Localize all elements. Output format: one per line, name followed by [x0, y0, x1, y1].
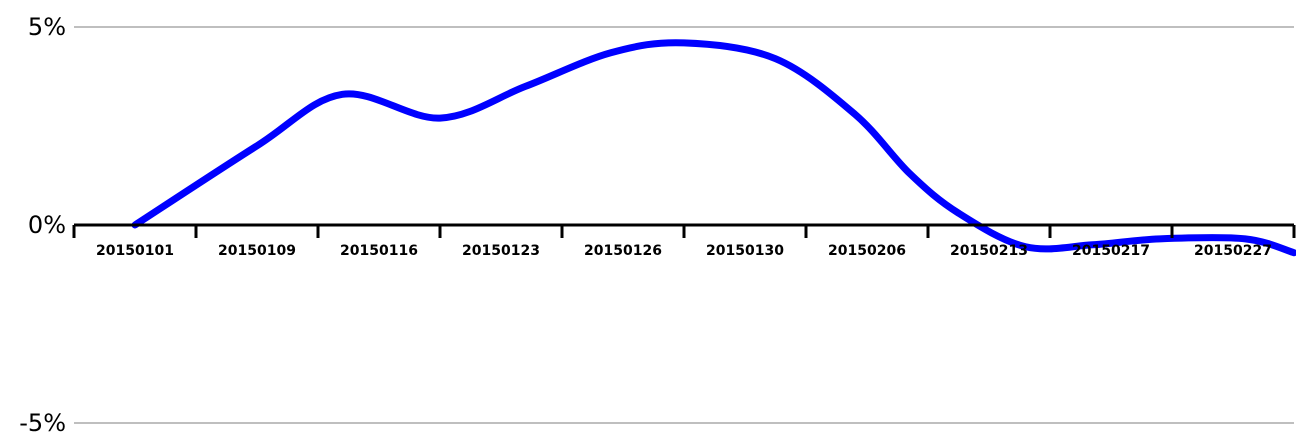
- y-tick-label: -5%: [19, 409, 66, 434]
- x-tick-label: 20150206: [828, 243, 906, 259]
- y-axis-ticks: 5% 0% -5%: [19, 13, 66, 434]
- x-tick-label: 20150213: [950, 243, 1028, 259]
- x-tick-label: 20150123: [462, 243, 540, 259]
- x-axis: [72, 223, 1296, 238]
- x-axis-ticks: 20150101 20150109 20150116 20150123 20150126…: [96, 243, 1272, 259]
- x-tick-label: 20150101: [96, 243, 174, 259]
- x-tick-label: 20150116: [340, 243, 418, 259]
- x-tick-label: 20150130: [706, 243, 784, 259]
- x-tick-label: 20150217: [1072, 243, 1150, 259]
- series-layer: [131, 39, 1296, 257]
- x-tick-label: 20150227: [1194, 243, 1272, 259]
- y-tick-label: 5%: [28, 13, 66, 41]
- y-tick-label: 0%: [28, 211, 66, 239]
- x-tick-label: 20150126: [584, 243, 662, 259]
- gridlines: [74, 26, 1294, 424]
- series-line: [131, 39, 1296, 257]
- x-tick-label: 20150109: [218, 243, 296, 259]
